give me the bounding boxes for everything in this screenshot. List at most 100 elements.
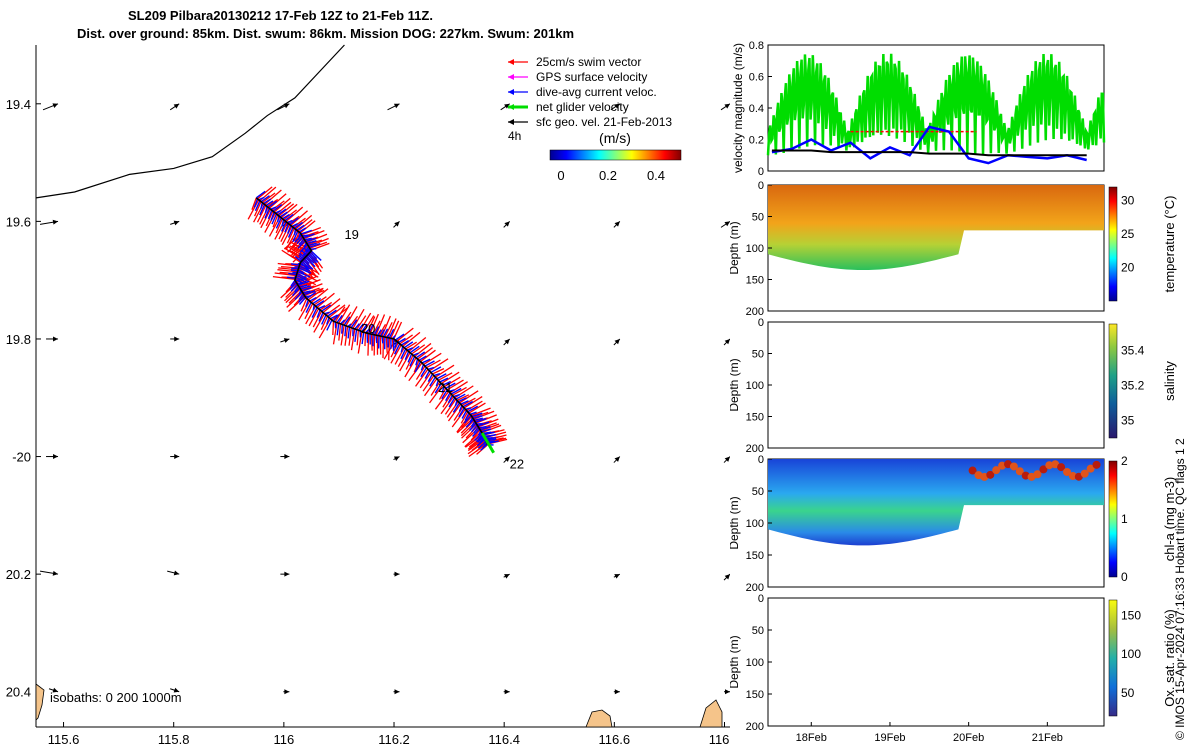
section-colorbar-label: chl-a (mg m-3) [1162, 477, 1177, 562]
current-vector [298, 296, 307, 305]
geo-velocity-vector [280, 338, 290, 343]
swim-vector [405, 354, 414, 370]
current-vector [298, 293, 304, 300]
section-colorbar-tick-label: 150 [1121, 608, 1141, 622]
section-y-tick-label: 200 [746, 721, 764, 733]
current-vector [341, 324, 344, 334]
chla-maximum-point [1063, 468, 1072, 477]
current-vector [298, 227, 307, 233]
swim-vector [332, 321, 335, 336]
swim-vector [277, 262, 300, 267]
section-y-tick-label: 150 [746, 275, 764, 287]
current-vector [302, 234, 309, 237]
geo-velocity-vector [167, 570, 180, 576]
current-vector [297, 280, 310, 286]
geo-velocity-vector [613, 573, 621, 579]
current-vector [296, 273, 306, 279]
chla-maximum-point [968, 466, 977, 475]
current-vector [315, 300, 325, 307]
swim-vector [432, 368, 445, 375]
current-vector [436, 373, 447, 380]
current-vector [291, 263, 300, 266]
swim-vector [272, 214, 279, 228]
swim-vector [345, 306, 358, 327]
current-vector [296, 274, 308, 282]
geo-vector-head [504, 338, 510, 345]
swim-vector [253, 201, 262, 217]
current-vector [427, 373, 433, 383]
swim-vector [390, 344, 402, 364]
current-vector [263, 198, 272, 205]
geo-vector-head [53, 454, 59, 460]
swim-vector [473, 410, 495, 420]
current-vector [267, 209, 273, 220]
current-vector [458, 407, 465, 418]
swim-vector [423, 352, 442, 366]
current-vector [483, 433, 497, 438]
legend-entry: sfc geo. vel. 21-Feb-2013 [536, 115, 672, 129]
swim-vector [470, 429, 481, 441]
current-vector [415, 358, 419, 366]
section-colorbar-tick-label: 0 [1121, 570, 1128, 584]
current-vector [276, 215, 280, 223]
current-vector [450, 387, 462, 395]
current-vector [429, 376, 436, 387]
swim-vector [348, 315, 359, 328]
current-vector [433, 373, 441, 377]
current-vector [364, 328, 371, 334]
swim-vector [369, 313, 379, 335]
current-vector [275, 217, 282, 229]
current-vector [357, 323, 364, 331]
geo-vector-head [283, 338, 290, 343]
current-vector [296, 236, 304, 244]
swim-vector [381, 315, 391, 337]
current-vector [376, 329, 382, 336]
current-series [771, 125, 1087, 165]
current-vector [294, 285, 300, 293]
current-vector [482, 431, 495, 436]
current-vector [330, 314, 338, 320]
current-vector [290, 279, 296, 287]
swim-vector [285, 206, 304, 223]
current-vector [267, 200, 278, 208]
current-vector [265, 200, 274, 207]
current-vector [439, 377, 449, 383]
current-vector [298, 238, 305, 246]
current-vector [350, 319, 358, 329]
section-x-tick-label: 20Feb [953, 732, 984, 744]
current-vector [264, 206, 268, 214]
swim-vector [399, 334, 413, 345]
current-vector [297, 271, 311, 278]
current-vector [298, 295, 305, 303]
current-vector [424, 370, 431, 379]
current-vector [270, 211, 275, 221]
current-vector [287, 227, 294, 238]
current-vector [354, 323, 360, 330]
current-vector [460, 400, 469, 405]
section-x-tick-label: 19Feb [874, 732, 905, 744]
swim-vector [367, 333, 370, 356]
geo-vector-head [394, 221, 400, 227]
current-vector [327, 309, 337, 317]
section-y-tick-label: 200 [746, 582, 764, 594]
geo-velocity-vector [723, 338, 730, 346]
geo-velocity-vector [280, 454, 290, 460]
geo-vector-head [504, 221, 510, 227]
swim-vector [417, 347, 433, 360]
current-vector [336, 314, 343, 324]
swim-vector [399, 352, 411, 372]
current-vector [277, 208, 287, 216]
section-y-label: Depth (m) [730, 496, 741, 549]
current-vector [454, 400, 458, 407]
legend-arrow-head [508, 59, 514, 65]
current-vector [421, 358, 431, 364]
current-vector [309, 296, 317, 302]
current-vector [468, 422, 477, 431]
current-vector [301, 287, 312, 292]
geo-velocity-vector [39, 219, 59, 225]
current-vector [477, 436, 485, 443]
land-patch [699, 699, 723, 728]
current-vector [287, 225, 292, 234]
geo-vector-head [504, 456, 510, 462]
geo-vector-head [173, 570, 180, 576]
